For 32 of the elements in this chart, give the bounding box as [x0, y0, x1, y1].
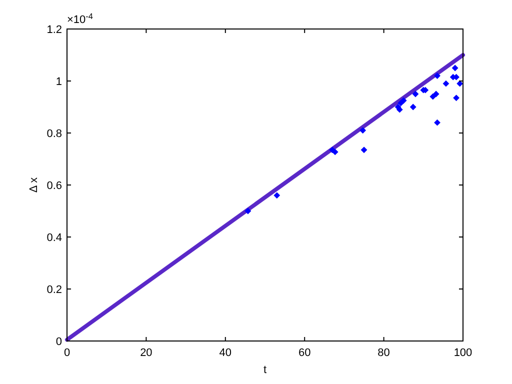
y-tick-label: 0.8: [46, 128, 62, 140]
y-tick-label: 1: [56, 76, 62, 88]
point: [442, 80, 449, 87]
point: [400, 98, 407, 104]
x-tick-label: 0: [64, 347, 70, 359]
point: [332, 148, 338, 155]
y-tick-label: 0.2: [46, 284, 62, 296]
point: [412, 91, 418, 97]
point: [361, 146, 367, 153]
x-tick-label: 40: [219, 347, 232, 359]
point: [434, 72, 440, 79]
x-tick-label: 80: [378, 347, 390, 359]
x-tick-label: 20: [140, 347, 152, 359]
point: [244, 208, 251, 214]
x-axis-title: t: [263, 364, 267, 376]
point: [360, 127, 366, 134]
text: ×10$^{-4}$: [67, 12, 94, 26]
y-tick-label: 1.2: [46, 24, 62, 36]
point: [434, 120, 440, 126]
y-tick-label: 0: [56, 336, 62, 348]
point: [456, 80, 463, 87]
y-axis-title: Δ x: [28, 176, 40, 193]
x-tick-label: 100: [454, 347, 472, 359]
y-tick-label: 0.6: [46, 180, 62, 192]
point: [430, 94, 436, 100]
point: [452, 65, 458, 71]
point: [433, 91, 440, 97]
y-tick-label: 0.4: [46, 232, 62, 244]
point: [274, 192, 280, 198]
point: [453, 94, 460, 101]
point: [410, 104, 416, 110]
x-tick-label: 60: [298, 347, 311, 359]
